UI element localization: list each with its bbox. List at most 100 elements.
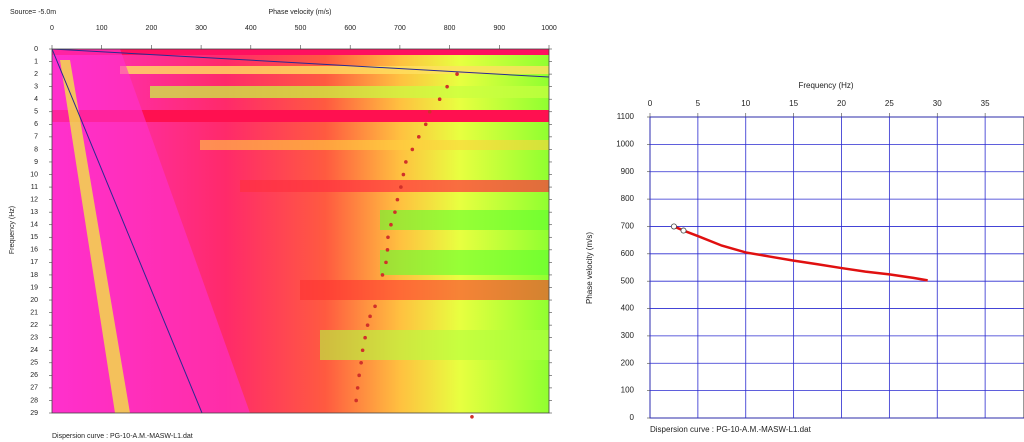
x-tick-label: 30 <box>933 99 942 108</box>
x-tick-label: 200 <box>146 25 158 32</box>
y-tick-label: 5 <box>34 109 38 116</box>
dispersion-image <box>52 49 549 413</box>
pick-point <box>359 360 363 365</box>
pick-point <box>427 109 432 114</box>
curve-marker <box>670 223 677 230</box>
y-tick-label: 23 <box>30 335 38 342</box>
y-tick-label: 14 <box>30 222 38 229</box>
y-tick-label: 29 <box>30 410 38 417</box>
y-tick-label: 6 <box>34 121 38 128</box>
pick-point <box>455 72 459 76</box>
x-tick-label: 500 <box>295 25 307 32</box>
x-tick-label: 300 <box>195 25 207 32</box>
y-tick-label: 400 <box>621 304 635 313</box>
pick-point <box>368 314 372 319</box>
x-tick-label: 400 <box>245 25 257 32</box>
y-tick-label: 19 <box>30 284 38 291</box>
y-tick-label: 4 <box>34 96 38 103</box>
pick-point <box>385 248 390 252</box>
y-tick-label: 16 <box>30 247 38 254</box>
pick-point <box>437 97 442 102</box>
y-tick-label: 200 <box>621 358 635 367</box>
y-tick-label: 10 <box>30 171 38 178</box>
caption: Dispersion curve : PG-10-A.M.-MASW-L1.da… <box>650 425 812 434</box>
pick-point <box>404 160 408 164</box>
pick-point <box>395 197 400 202</box>
y-tick-label: 800 <box>621 194 635 203</box>
y-tick-label: 300 <box>621 331 635 340</box>
x-tick-label: 10 <box>741 99 750 108</box>
x-tick-label: 600 <box>344 25 356 32</box>
pick-point <box>384 260 388 265</box>
y-tick-label: 20 <box>30 297 38 304</box>
y-tick-label: 0 <box>630 413 635 422</box>
x-tick-label: 15 <box>789 99 798 108</box>
pick-point <box>380 273 385 277</box>
y-axis-title: Frequency (Hz) <box>9 206 16 254</box>
y-tick-label: 1000 <box>616 139 634 148</box>
caption: Dispersion curve : PG-10-A.M.-MASW-L1.da… <box>52 433 193 440</box>
y-tick-label: 1 <box>34 58 38 65</box>
y-tick-label: 12 <box>30 196 38 203</box>
y-tick-label: 700 <box>621 222 635 231</box>
y-tick-label: 0 <box>34 46 38 53</box>
pick-point <box>357 373 361 378</box>
x-tick-label: 100 <box>96 25 108 32</box>
x-tick-label: 700 <box>394 25 406 32</box>
pick-point <box>360 348 365 353</box>
y-tick-label: 28 <box>30 397 38 404</box>
dispersion-curve <box>673 225 928 282</box>
x-axis-title: Frequency (Hz) <box>798 81 853 90</box>
x-tick-label: 35 <box>981 99 990 108</box>
y-tick-label: 21 <box>30 309 38 316</box>
y-tick-label: 15 <box>30 234 38 241</box>
y-axis-title: Phase velocity (m/s) <box>585 232 594 304</box>
y-tick-label: 17 <box>30 259 38 266</box>
x-tick-label: 800 <box>444 25 456 32</box>
x-tick-label: 5 <box>696 99 701 108</box>
y-tick-label: 500 <box>621 276 635 285</box>
y-tick-label: 600 <box>621 249 635 258</box>
curve-marker <box>680 227 687 234</box>
x-tick-label: 20 <box>837 99 846 108</box>
x-tick-label: 1000 <box>541 25 557 32</box>
y-tick-label: 22 <box>30 322 38 329</box>
x-axis-title: Phase velocity (m/s) <box>268 9 331 16</box>
pick-point <box>365 323 370 327</box>
y-tick-label: 100 <box>621 386 635 395</box>
x-tick-label: 0 <box>648 99 653 108</box>
pick-point <box>373 304 377 309</box>
pick-point <box>399 185 403 189</box>
pick-point <box>354 398 358 403</box>
y-tick-label: 11 <box>31 184 38 191</box>
pick-point <box>389 222 393 227</box>
x-tick-label: 0 <box>50 25 54 32</box>
y-tick-label: 3 <box>34 83 38 90</box>
y-tick-label: 9 <box>34 159 38 166</box>
y-tick-label: 26 <box>30 372 38 379</box>
pick-point <box>363 335 367 340</box>
y-tick-label: 18 <box>30 272 38 279</box>
y-tick-label: 27 <box>30 385 38 392</box>
y-tick-label: 900 <box>621 167 635 176</box>
y-tick-label: 2 <box>34 71 38 78</box>
y-tick-label: 25 <box>30 360 38 367</box>
pick-point <box>423 122 428 127</box>
y-tick-label: 8 <box>34 146 38 153</box>
x-tick-label: 900 <box>493 25 505 32</box>
pick-point <box>386 235 390 240</box>
y-tick-label: 7 <box>34 134 38 141</box>
y-tick-label: 13 <box>30 209 38 216</box>
y-tick-label: 1100 <box>617 112 635 121</box>
pick-point <box>393 210 397 214</box>
pick-point <box>401 172 406 177</box>
pick-point <box>470 414 474 419</box>
pick-point <box>445 84 449 89</box>
pick-point <box>410 147 415 152</box>
chart-title: Source= -5.0m <box>10 9 56 16</box>
pick-point <box>355 386 360 390</box>
y-tick-label: 24 <box>30 347 38 354</box>
x-tick-label: 25 <box>885 99 894 108</box>
pick-point <box>416 135 421 139</box>
